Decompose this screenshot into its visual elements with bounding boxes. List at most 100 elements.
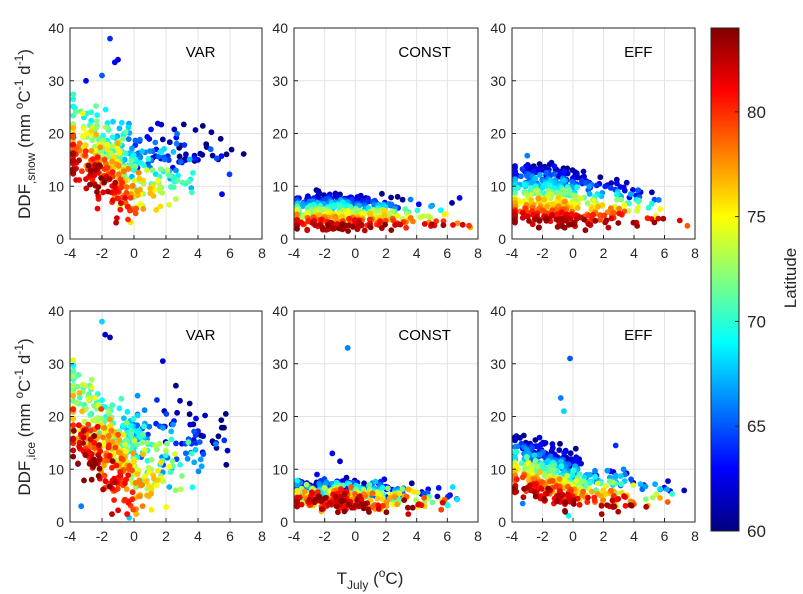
scatter-point: [681, 487, 688, 494]
scatter-point: [115, 171, 122, 178]
scatter-point: [544, 490, 551, 497]
scatter-point: [116, 125, 123, 132]
scatter-point: [100, 434, 106, 441]
scatter-point: [345, 228, 351, 234]
scatter-point: [101, 156, 108, 163]
scatter-point: [132, 484, 139, 491]
scatter-point: [108, 422, 114, 429]
scatter-point: [304, 227, 311, 234]
scatter-point: [607, 205, 614, 212]
scatter-point: [191, 155, 198, 162]
panel-title: EFF: [624, 44, 652, 61]
scatter-point: [159, 358, 166, 364]
scatter-point: [630, 219, 637, 226]
scatter-point: [177, 397, 183, 404]
scatter-point: [174, 177, 181, 184]
scatter-point: [383, 499, 390, 506]
scatter-point: [454, 496, 460, 503]
scatter-point: [88, 476, 95, 483]
scatter-point: [80, 133, 86, 140]
scatter-point: [525, 213, 531, 220]
scatter-point: [70, 141, 77, 148]
y-tick-label: 30: [48, 73, 64, 89]
panel-title: VAR: [186, 327, 216, 344]
scatter-point: [163, 504, 170, 510]
scatter-point: [618, 481, 624, 487]
scatter-point: [586, 191, 593, 197]
scatter-point: [151, 475, 157, 482]
scatter-point: [649, 189, 655, 196]
scatter-point: [610, 479, 616, 486]
panel-var-row1: -4 -2 0 2 4 6 8 0 10 20 30 40 VAR: [48, 20, 266, 261]
scatter-point: [390, 501, 396, 508]
scatter-point: [635, 198, 642, 205]
scatter-point: [592, 467, 598, 474]
scatter-point: [595, 203, 601, 210]
scatter-point: [154, 397, 160, 403]
scatter-point: [108, 428, 115, 434]
scatter-point: [558, 463, 565, 470]
scatter-point: [161, 156, 168, 163]
scatter-point: [582, 180, 589, 186]
scatter-point: [154, 177, 161, 184]
scatter-point: [147, 185, 154, 192]
scatter-point: [79, 110, 86, 117]
scatter-point: [450, 222, 456, 228]
scatter-point: [449, 484, 456, 490]
scatter-point: [540, 208, 546, 215]
y-tick-label: 20: [48, 409, 64, 425]
scatter-point: [386, 201, 393, 207]
scatter-point: [96, 465, 103, 472]
y-tick-label: 10: [48, 178, 64, 194]
scatter-point: [335, 509, 341, 516]
scatter-point: [414, 207, 421, 214]
scatter-point: [591, 494, 598, 501]
scatter-point: [124, 408, 131, 415]
scatter-point: [76, 394, 83, 401]
scatter-point: [294, 503, 300, 510]
scatter-point: [580, 488, 586, 495]
scatter-point: [374, 495, 381, 502]
scatter-point: [115, 449, 122, 456]
scatter-point: [75, 460, 81, 467]
y-tick-label: 10: [490, 178, 506, 194]
x-tick-label: -4: [506, 245, 519, 261]
scatter-point: [109, 164, 116, 171]
scatter-point: [89, 156, 96, 163]
scatter-point: [343, 210, 350, 216]
scatter-point: [188, 189, 195, 196]
scatter-point: [318, 506, 325, 512]
x-tick-label: -4: [64, 245, 77, 261]
scatter-point: [85, 162, 92, 169]
x-tick-label: 6: [226, 245, 234, 261]
scatter-point: [215, 433, 222, 440]
scatter-point: [88, 109, 95, 116]
scatter-point: [115, 162, 122, 169]
scatter-point: [564, 472, 571, 479]
scatter-point: [569, 179, 576, 185]
y-tick-label: 10: [272, 461, 288, 477]
panel-const-row1: -4 -2 0 2 4 6 8 0 10 20 30 40 CONST: [272, 20, 482, 261]
scatter-point: [71, 427, 77, 434]
colorbar-tick-label: 70: [747, 312, 766, 331]
scatter-point: [139, 148, 145, 155]
scatter-point: [127, 423, 134, 429]
scatter-point: [294, 217, 300, 223]
scatter-point: [80, 428, 87, 434]
scatter-point: [403, 224, 409, 231]
scatter-point: [512, 163, 518, 169]
scatter-point: [405, 504, 411, 511]
x-tick-label: -4: [288, 528, 301, 544]
scatter-points: [512, 152, 691, 234]
scatter-point: [614, 191, 620, 198]
scatter-point: [129, 182, 136, 189]
x-tick-label: 0: [130, 528, 138, 544]
scatter-point: [95, 402, 101, 409]
scatter-point: [512, 169, 518, 176]
scatter-point: [387, 495, 393, 501]
scatter-point: [119, 179, 125, 186]
scatter-point: [428, 221, 435, 228]
scatter-point: [648, 200, 655, 207]
scatter-point: [562, 508, 569, 515]
scatter-point: [120, 136, 127, 142]
